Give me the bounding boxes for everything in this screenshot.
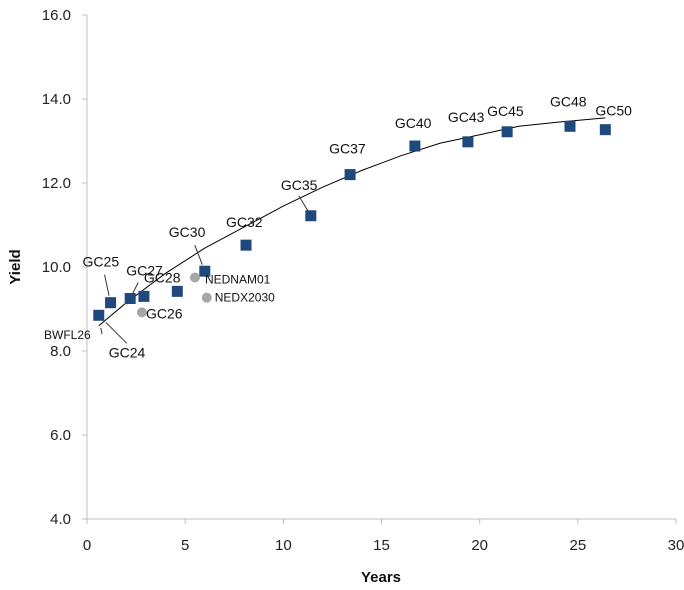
point-label: GC24 [109,344,146,360]
data-markers [93,120,611,321]
x-tick-label: 5 [181,537,189,554]
bond-marker-square [599,124,611,136]
bond-marker-square [344,169,356,181]
bond-marker-square [564,120,576,132]
bond-marker-circle [189,272,200,283]
x-tick-label: 15 [373,537,390,554]
x-tick-label: 30 [668,537,684,554]
leader-line [100,327,103,335]
bond-marker-square [105,297,117,309]
leader-line [105,321,128,344]
x-tick-label: 20 [471,537,488,554]
point-label: NEDNAM01 [205,273,271,287]
point-label: GC43 [448,109,485,125]
y-axis-title: Yield [7,249,24,284]
bond-marker-square [199,265,211,277]
point-label: GC40 [395,115,432,131]
y-tick-label: 14.0 [42,91,71,108]
point-label: GC37 [329,141,366,157]
y-tick-label: 8.0 [50,343,71,360]
point-label: GC32 [226,214,263,230]
x-tick-labels: 0 5 10 15 20 25 30 [83,519,684,554]
annotation-label: BWFL26 [44,328,91,342]
bond-marker-square [124,293,136,304]
bond-marker-circle [136,307,147,318]
bond-marker-circle [201,292,212,303]
point-label: NEDX2030 [215,291,275,305]
y-tick-label: 10.0 [42,259,71,276]
y-tick-labels: 4.0 6.0 8.0 10.0 12.0 14.0 16.0 [42,7,87,528]
bond-marker-square [409,140,421,152]
y-tick-label: 12.0 [42,175,71,192]
point-label: GC35 [281,177,318,193]
y-tick-label: 4.0 [50,511,71,528]
point-label: GC45 [487,103,524,119]
point-label: GC25 [83,254,120,270]
bond-marker-square [305,210,317,222]
point-label: GC27 [126,263,163,279]
x-tick-label: 0 [83,537,91,554]
leader-lines [104,195,309,344]
x-axis-title: Years [361,569,401,586]
y-tick-label: 6.0 [50,427,71,444]
leader-line [131,282,139,295]
leader-line [194,245,203,265]
bond-marker-square [171,285,183,297]
point-label: GC48 [550,93,587,109]
point-label: GC30 [169,224,206,240]
bond-marker-square [501,126,513,138]
point-label: GC50 [595,103,632,119]
point-label: GC28 [144,269,181,285]
bond-marker-square [93,309,105,321]
bond-marker-square [462,136,474,148]
bond-marker-square [138,290,150,302]
x-tick-label: 25 [569,537,586,554]
annotations: BWFL26 [44,327,103,342]
bond-marker-square [240,239,252,251]
leader-line [104,274,110,296]
x-tick-label: 10 [275,537,292,554]
leader-line [298,195,309,212]
point-label: GC26 [146,305,183,321]
y-tick-label: 16.0 [42,7,71,24]
